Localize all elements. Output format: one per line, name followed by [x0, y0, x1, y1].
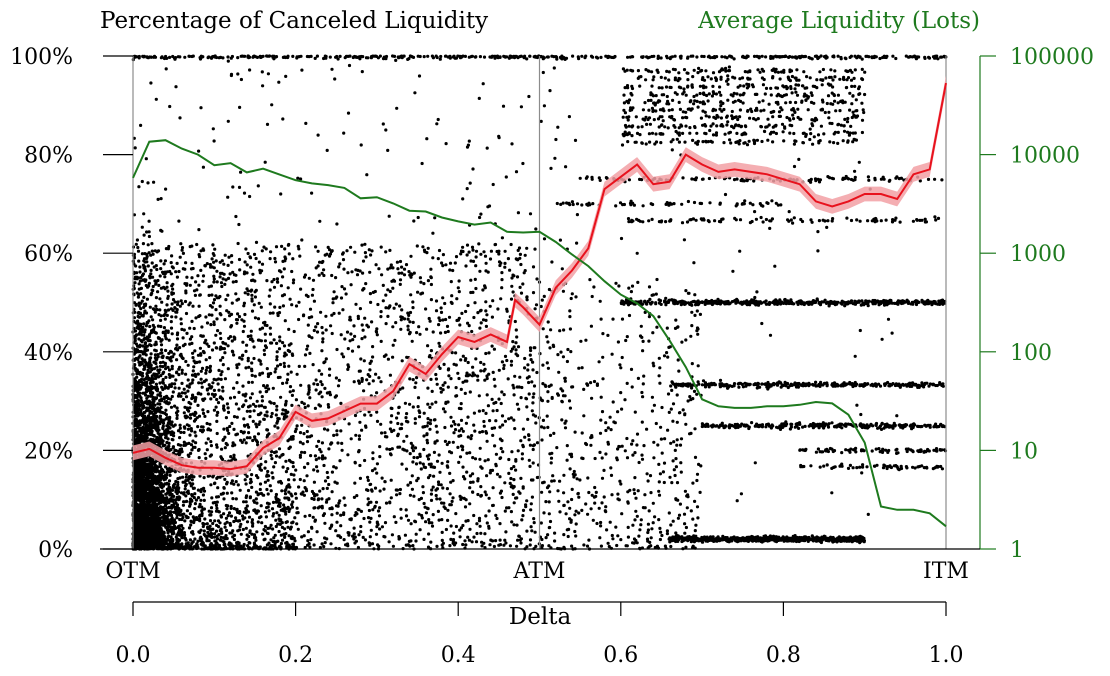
x-tick-label-3: 0.6 — [603, 643, 638, 668]
x-tick-label-1: 0.2 — [278, 643, 313, 668]
x-axis-title: Delta — [509, 604, 572, 630]
y-left-tick-label-3: 60% — [24, 242, 73, 267]
y-right-tick-label-2: 100 — [1010, 341, 1052, 366]
moneyness-label-atm: ATM — [513, 559, 566, 584]
y-left-tick-label-2: 40% — [24, 341, 73, 366]
series-line-0 — [132, 82, 947, 471]
y-left-tick-label-4: 80% — [24, 144, 73, 169]
canceled-band — [133, 75, 946, 477]
right-axis-title: Average Liquidity (Lots) — [697, 8, 980, 34]
x-tick-label-0: 0.0 — [116, 643, 151, 668]
y-right-tick-label-4: 10000 — [1010, 144, 1080, 169]
left-axis-title: Percentage of Canceled Liquidity — [100, 8, 488, 34]
y-right-tick-label-1: 10 — [1010, 439, 1038, 464]
series-band-0 — [133, 75, 946, 477]
y-right-tick-label-0: 1 — [1010, 538, 1024, 563]
scatter-points — [131, 54, 948, 551]
series-line-1 — [132, 139, 947, 528]
moneyness-label-itm: ITM — [923, 559, 969, 584]
y-right-tick-label-5: 100000 — [1010, 45, 1094, 70]
axes: 0% 20% 40% 60% 80% 100% 1 10 100 1000 10000 100000 O… — [10, 45, 1094, 668]
x-tick-label-2: 0.4 — [441, 643, 476, 668]
series-lines — [132, 82, 947, 528]
scatter-dot-cloud — [131, 54, 948, 551]
reference-lines — [132, 56, 947, 549]
x-tick-label-4: 0.8 — [766, 643, 801, 668]
y-left-tick-label-5: 100% — [10, 45, 73, 70]
moneyness-label-otm: OTM — [105, 559, 160, 584]
y-right-tick-label-3: 1000 — [1010, 242, 1066, 267]
y-left-tick-label-0: 0% — [38, 538, 73, 563]
x-tick-label-5: 1.0 — [929, 643, 964, 668]
y-left-tick-label-1: 20% — [24, 439, 73, 464]
